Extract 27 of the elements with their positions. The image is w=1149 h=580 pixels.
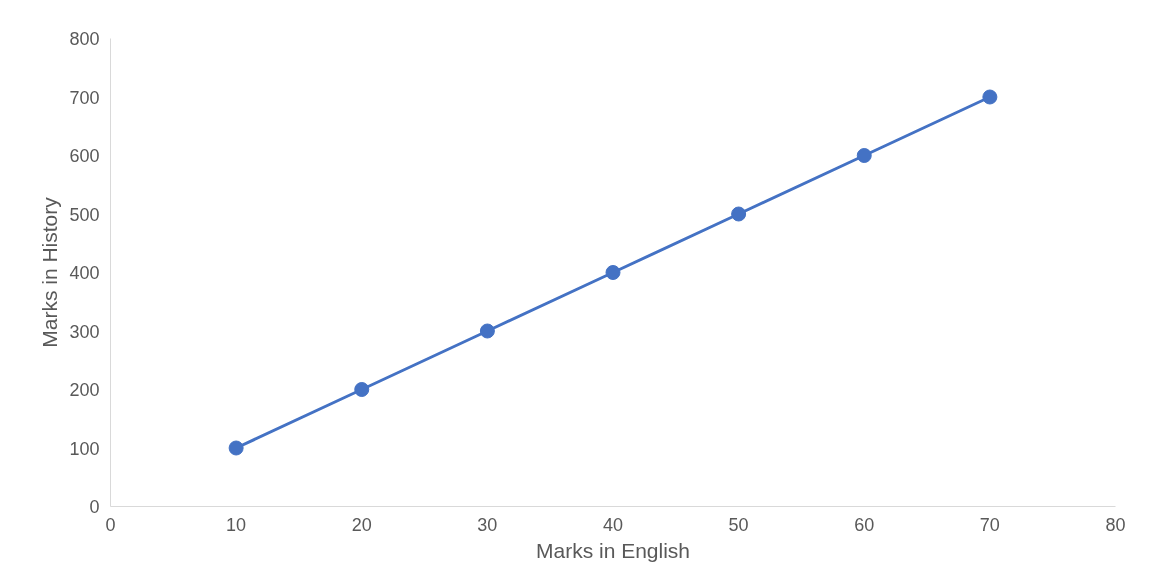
point: [605, 265, 621, 280]
y-tick-label: 800: [69, 29, 100, 49]
point: [479, 323, 495, 339]
x-tick-label: 50: [728, 514, 749, 535]
point: [856, 148, 872, 163]
x-tick-label: 60: [854, 514, 875, 535]
x-tick-label: 0: [105, 514, 116, 535]
y-tick-label: 300: [69, 321, 100, 342]
x-tick-label: 80: [1105, 514, 1126, 535]
y-tick-label: 400: [69, 263, 100, 283]
point: [731, 206, 747, 222]
x-axis-title: Marks in English: [535, 538, 691, 562]
x-tick-label: 40: [602, 514, 624, 535]
point: [228, 440, 244, 456]
x-tick-label: 70: [979, 514, 1000, 535]
y-tick-label: 500: [69, 204, 100, 225]
y-tick-label: 700: [69, 87, 100, 108]
point: [354, 382, 370, 397]
y-tick-label: 200: [69, 380, 100, 400]
x-tick-label: 20: [351, 514, 372, 535]
x-tick-label: 30: [477, 514, 498, 535]
y-tick-label: 600: [69, 146, 100, 166]
x-tick-label: 10: [226, 514, 247, 535]
y-tick-label: 100: [69, 438, 100, 459]
point: [982, 89, 998, 105]
y-axis-title: Marks in History: [38, 196, 62, 348]
y-tick-label: 0: [89, 497, 100, 517]
